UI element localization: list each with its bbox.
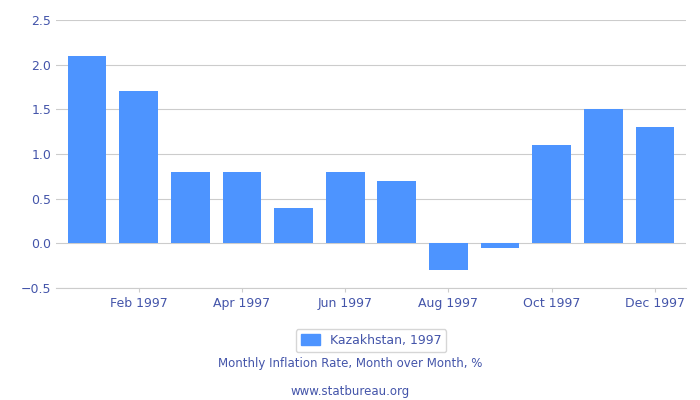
Bar (533, 145, 571, 243)
Legend: Kazakhstan, 1997: Kazakhstan, 1997 (296, 329, 446, 352)
Bar (171, 172, 209, 243)
Bar (119, 92, 158, 243)
Bar (481, 243, 519, 248)
Bar (68, 56, 106, 243)
Text: www.statbureau.org: www.statbureau.org (290, 386, 410, 398)
Bar (326, 172, 365, 243)
Bar (636, 127, 674, 243)
Bar (223, 172, 261, 243)
Bar (584, 109, 623, 243)
Bar (274, 208, 313, 243)
Text: Monthly Inflation Rate, Month over Month, %: Monthly Inflation Rate, Month over Month… (218, 358, 482, 370)
Bar (429, 243, 468, 270)
Bar (377, 181, 416, 243)
